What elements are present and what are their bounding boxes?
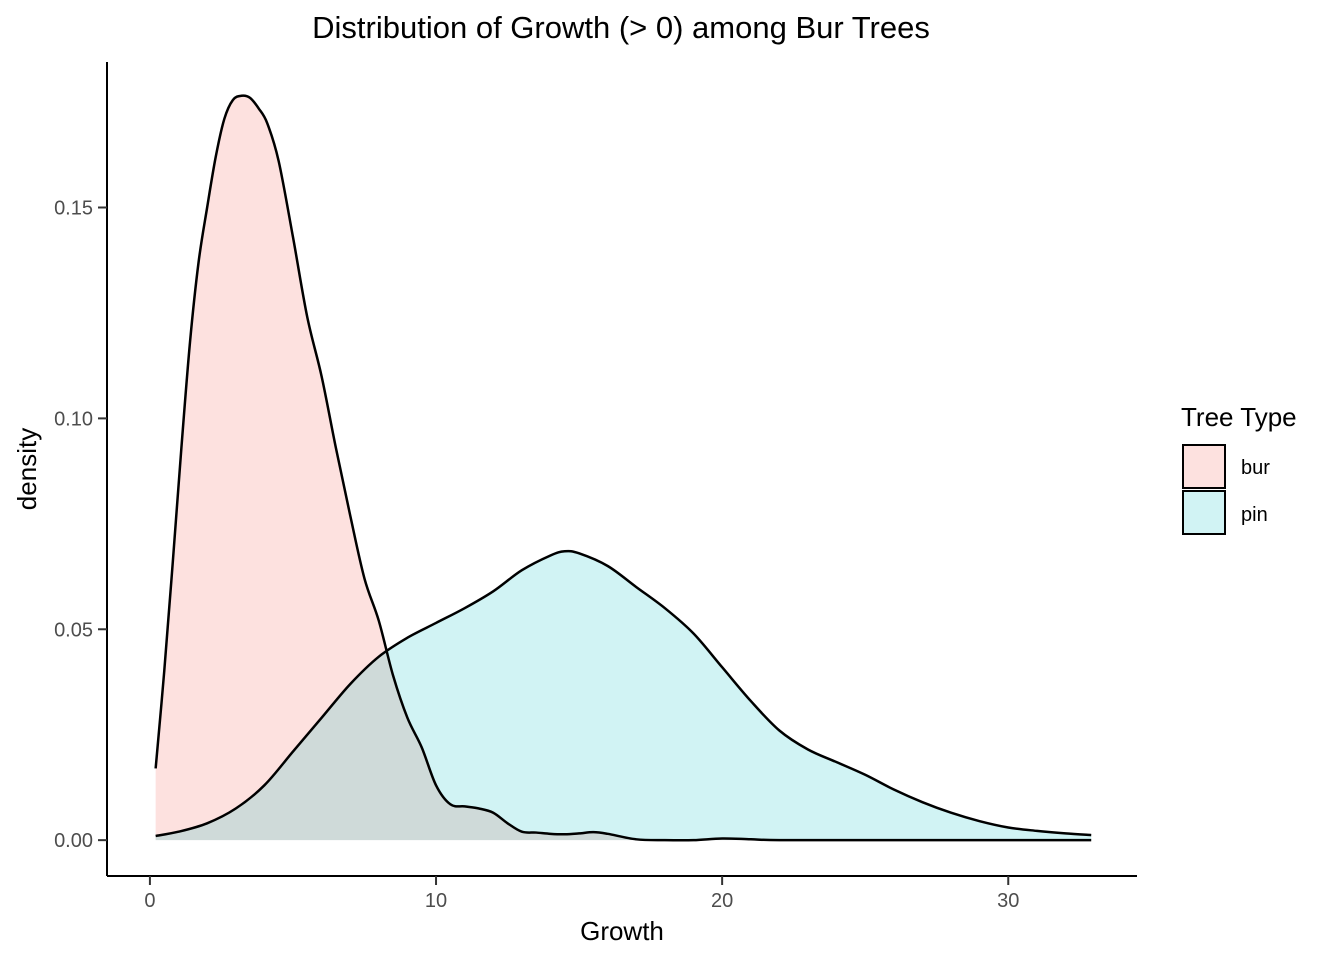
density-line-pin	[155, 549, 1092, 838]
y-axis-label: density	[12, 428, 42, 510]
y-axis-ticks: 0.00 0.05 0.10 0.15	[54, 198, 107, 852]
x-axis-label: Growth	[580, 916, 664, 946]
y-tick-label: 0.10	[54, 408, 93, 430]
density-area-pin	[155, 551, 1092, 841]
density-area-bur	[155, 95, 1092, 841]
x-tick-label: 20	[711, 890, 733, 912]
x-tick-label: 30	[997, 890, 1019, 912]
legend-label-bur: bur	[1241, 457, 1270, 479]
x-tick-label: 10	[425, 890, 447, 912]
y-tick-label: 0.00	[54, 830, 93, 852]
legend-label-pin: pin	[1241, 504, 1268, 526]
legend-title: Tree Type	[1181, 402, 1297, 432]
legend-swatch-pin	[1182, 490, 1226, 535]
y-tick-label: 0.15	[54, 198, 93, 220]
legend: Tree Type bur pin	[1181, 402, 1297, 535]
series-layer	[154, 94, 1092, 842]
y-tick-label: 0.05	[54, 619, 93, 641]
x-tick-label: 0	[144, 890, 155, 912]
legend-swatch-bur	[1182, 444, 1226, 489]
x-axis-ticks: 0 10 20 30	[144, 876, 1019, 912]
chart-title: Distribution of Growth (> 0) among Bur T…	[312, 10, 930, 45]
density-line-bur	[154, 94, 1092, 842]
